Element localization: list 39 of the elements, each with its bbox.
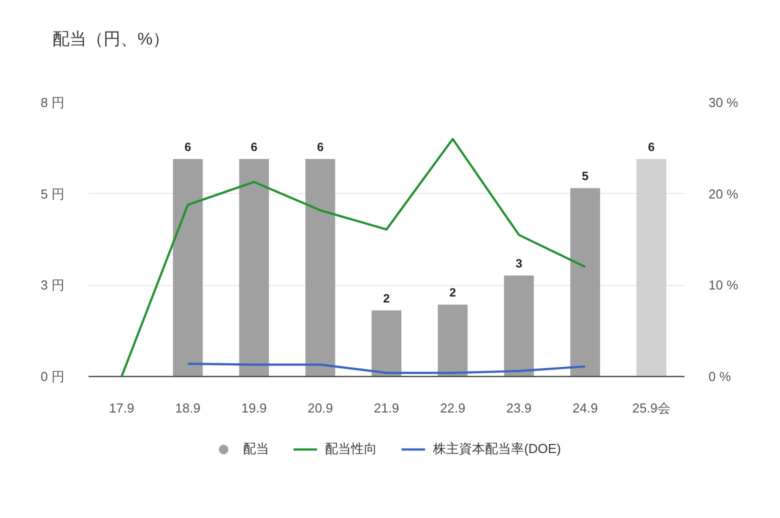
bar	[504, 275, 534, 376]
bar	[239, 159, 269, 376]
data-label: 6	[316, 140, 324, 154]
bar	[305, 159, 336, 376]
x-tick-label: 21.9	[374, 400, 400, 416]
chart-title: 配当（円、%）	[52, 30, 170, 48]
data-label: 5	[582, 169, 589, 184]
legend-label: 配当	[243, 440, 270, 458]
y-tick-label: 0 円	[40, 369, 64, 384]
bar	[438, 304, 468, 376]
bar	[570, 188, 600, 376]
bar	[636, 159, 666, 376]
data-label: 6	[648, 140, 656, 154]
y-tick-label: 3 円	[40, 278, 64, 293]
data-label: 6	[250, 140, 258, 154]
line-series	[186, 362, 586, 374]
y2-tick-label: 10 %	[708, 278, 739, 293]
y2-tick-label: 0 %	[708, 369, 732, 384]
x-tick-label: 19.9	[241, 400, 267, 416]
y-tick-label: 5 円	[40, 186, 64, 202]
legend-label: 配当性向	[325, 440, 378, 458]
bar	[372, 310, 402, 376]
line-series	[120, 138, 586, 376]
y-tick-label: 8 円	[40, 95, 64, 110]
data-label: 6	[184, 140, 192, 154]
bar	[172, 159, 203, 376]
legend-label: 株主資本配当率(DOE)	[433, 440, 561, 458]
x-tick-label: 23.9	[506, 400, 532, 416]
data-label: 2	[449, 286, 456, 300]
x-tick-label: 18.9	[175, 400, 200, 416]
y2-tick-label: 30 %	[708, 95, 739, 110]
x-tick-label: 22.9	[440, 400, 466, 416]
data-label: 3	[516, 256, 523, 270]
x-tick-label: 25.9会	[632, 400, 671, 416]
x-tick-label: 24.9	[572, 400, 598, 416]
x-tick-label: 20.9	[308, 400, 333, 416]
x-tick-label: 17.9	[108, 400, 134, 416]
y2-tick-label: 20 %	[708, 186, 739, 202]
data-label: 2	[383, 291, 390, 306]
